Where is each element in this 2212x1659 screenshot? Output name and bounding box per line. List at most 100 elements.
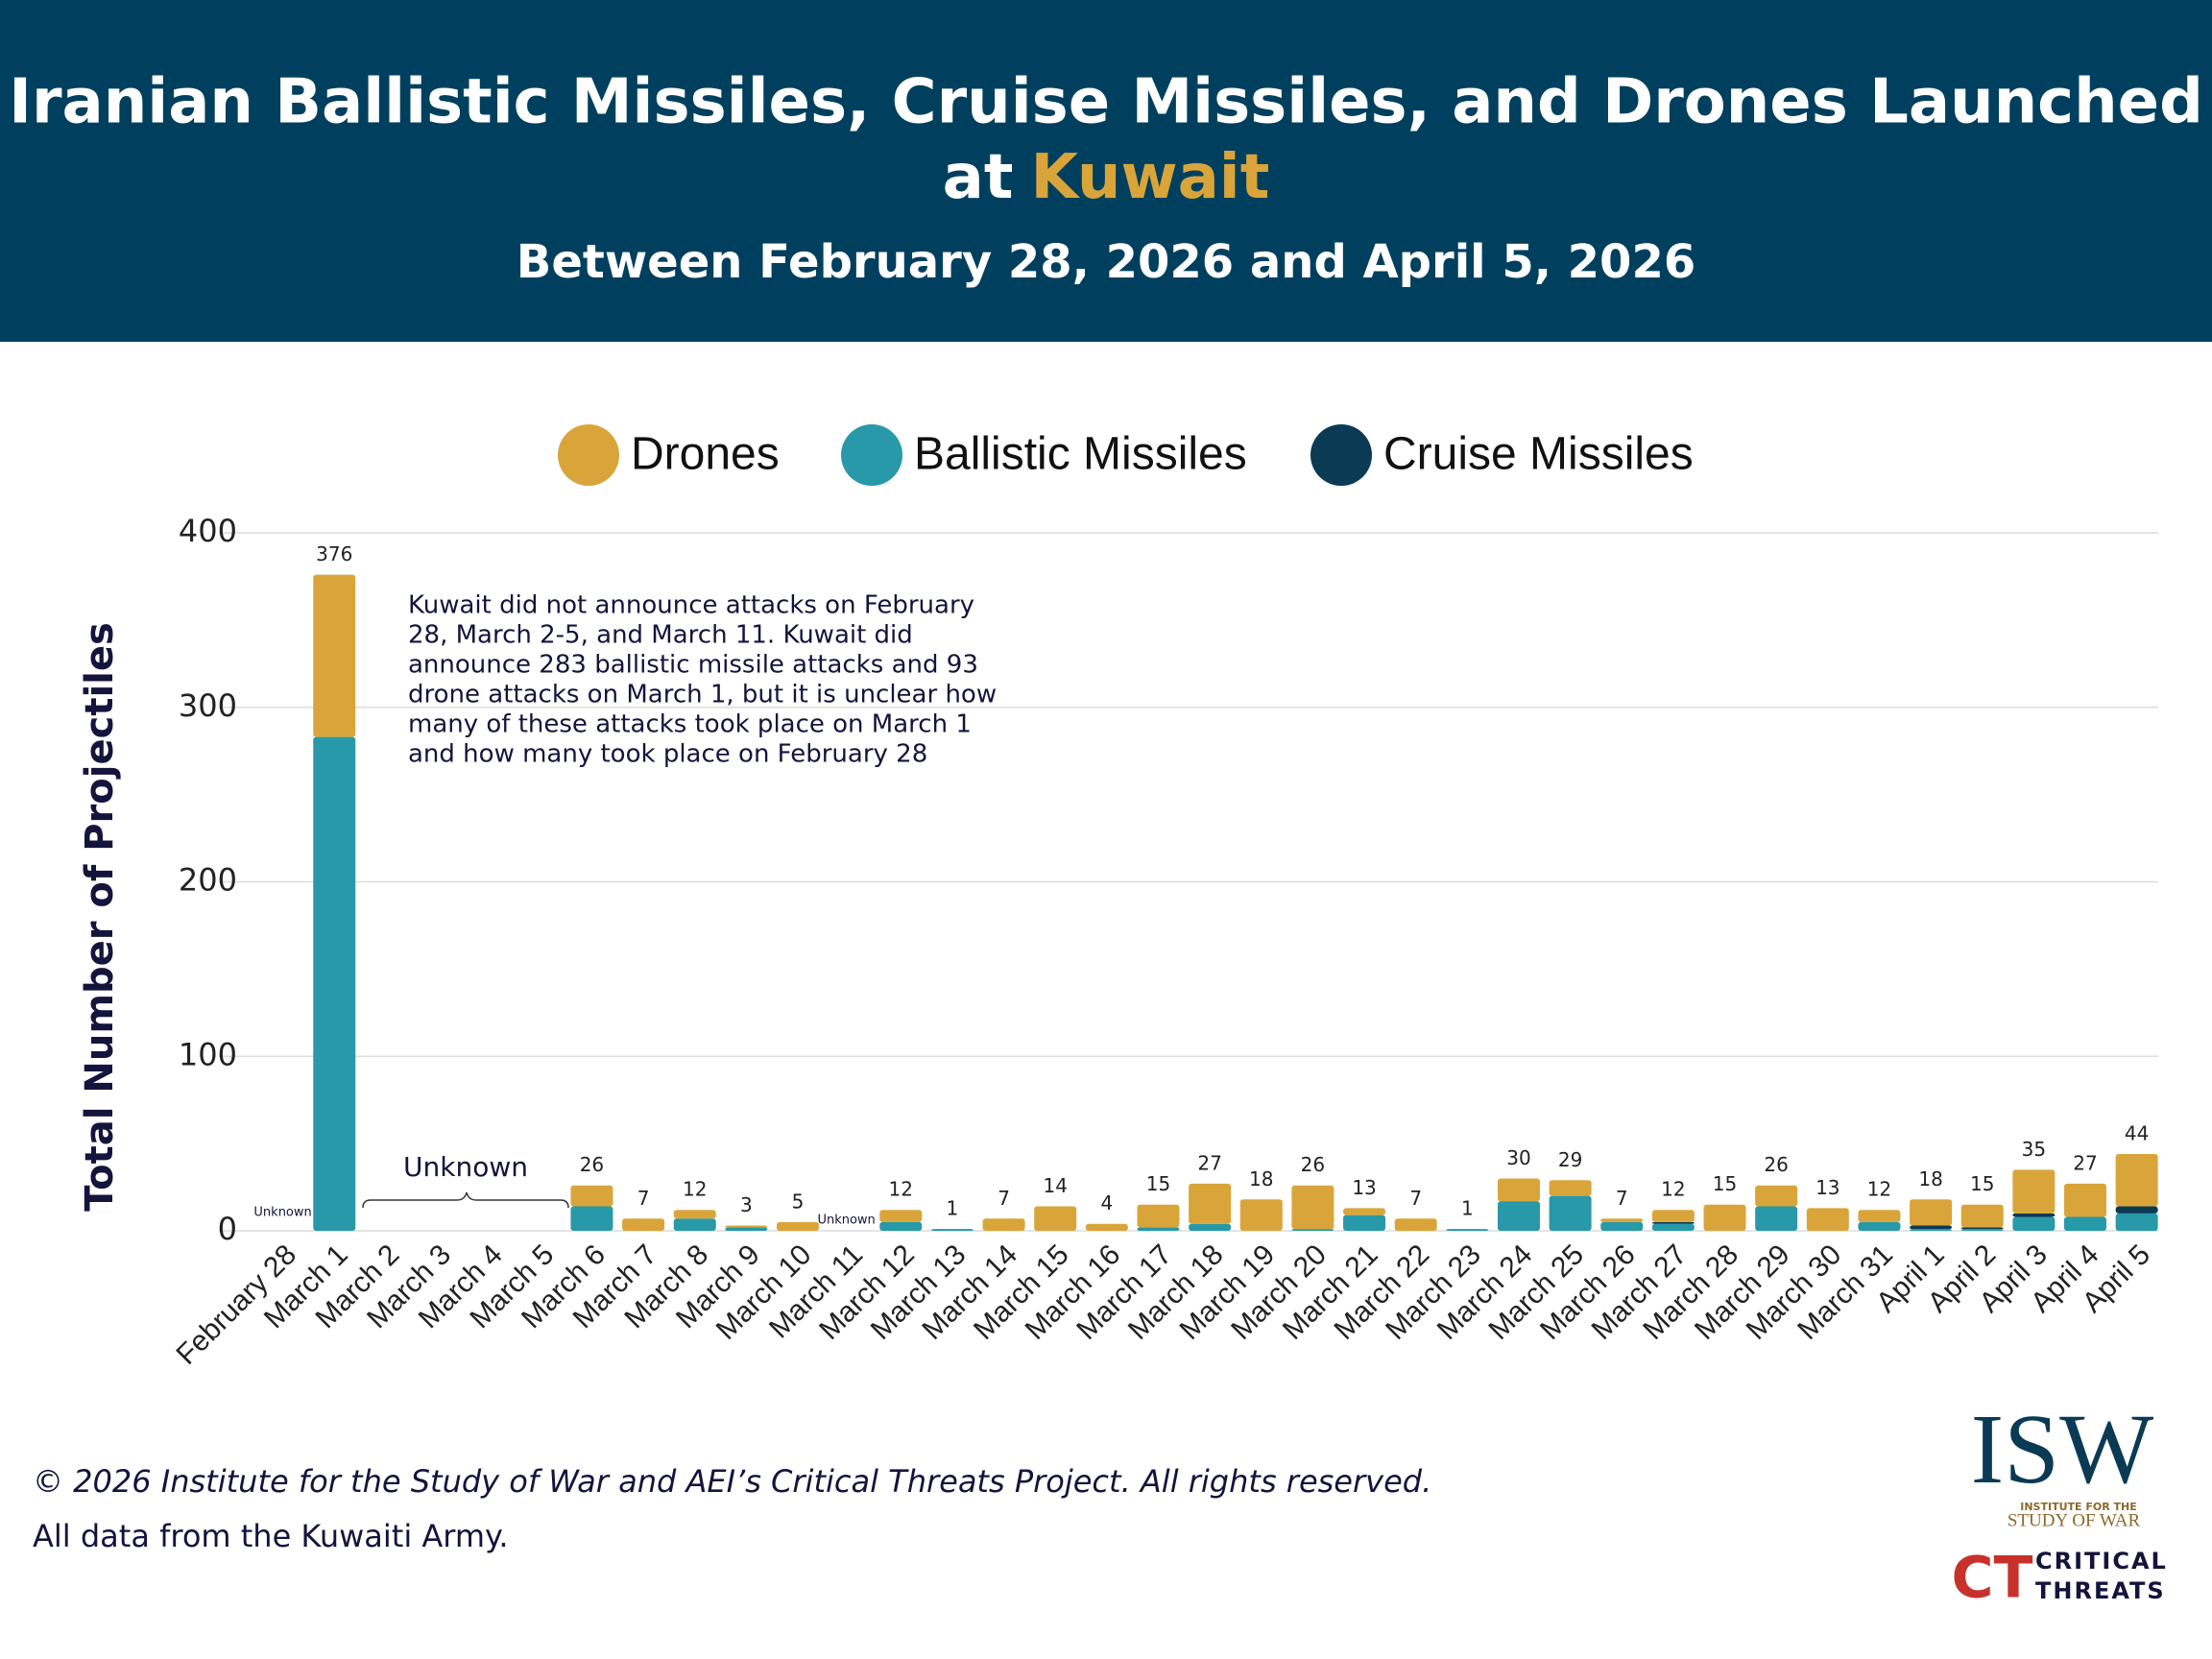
y-tick-label: 300 — [179, 687, 237, 724]
total-label: 7 — [1409, 1187, 1422, 1210]
source-note: All data from the Kuwaiti Army. — [33, 1518, 509, 1554]
bar-segment — [1189, 1183, 1232, 1224]
bar-segment — [725, 1225, 768, 1228]
annotation-note: drone attacks on March 1, but it is uncl… — [408, 681, 997, 709]
total-label: 12 — [889, 1178, 913, 1201]
chart-subtitle: Between February 28, 2026 and April 5, 2… — [517, 235, 1696, 289]
y-tick-label: 400 — [179, 513, 237, 549]
total-label: 12 — [1867, 1178, 1891, 1201]
total-label: 18 — [1249, 1167, 1273, 1190]
total-label: 15 — [1146, 1172, 1170, 1195]
title-highlight: Kuwait — [1030, 142, 1269, 213]
total-label: 26 — [1301, 1153, 1325, 1176]
ct-logo: CT — [1952, 1545, 2033, 1612]
ct-logo-text: CRITICAL — [2035, 1548, 2168, 1575]
bar-segment — [1651, 1210, 1695, 1222]
bar-segment — [2064, 1216, 2106, 1231]
isw-logo-sub: STUDY OF WAR — [2008, 1510, 2141, 1530]
total-label: 1 — [947, 1197, 959, 1220]
bar-segment — [1549, 1195, 1592, 1231]
bar-segment — [1910, 1229, 1953, 1231]
isw-logo: ISW — [1971, 1394, 2154, 1504]
bar-segment — [673, 1218, 716, 1231]
total-label: 27 — [2073, 1151, 2097, 1174]
bar-segment — [1189, 1223, 1232, 1231]
bar-segment — [1497, 1201, 1540, 1231]
total-label: 12 — [1661, 1178, 1685, 1201]
bar-segment — [1858, 1221, 1901, 1231]
annotation-note: 28, March 2-5, and March 11. Kuwait did — [408, 621, 913, 650]
total-label: 15 — [1970, 1172, 1994, 1195]
bar-segment — [1239, 1199, 1283, 1231]
bar-segment — [725, 1227, 768, 1231]
bar-segment — [1291, 1229, 1334, 1231]
isw-logo-sub: INSTITUTE FOR THE — [2020, 1501, 2137, 1513]
legend-swatch — [558, 424, 619, 486]
bar-segment — [2064, 1183, 2106, 1217]
total-label: 35 — [2022, 1138, 2046, 1161]
legend-label: Cruise Missiles — [1383, 429, 1694, 480]
bar-segment — [2115, 1213, 2158, 1231]
total-label: 7 — [1616, 1187, 1628, 1210]
bar-segment — [1394, 1218, 1437, 1231]
bar-segment — [1600, 1221, 1644, 1231]
bar-segment — [2012, 1169, 2056, 1214]
bar-segment — [1910, 1225, 1953, 1230]
total-label: 26 — [580, 1153, 604, 1176]
bar-segment — [673, 1210, 716, 1219]
title-prefix: at — [943, 142, 1014, 213]
total-label: 376 — [316, 542, 352, 565]
bar-segment — [2012, 1213, 2056, 1217]
annotation-note: many of these attacks took place on Marc… — [408, 710, 972, 739]
legend-label: Ballistic Missiles — [914, 429, 1247, 480]
bar-segment — [930, 1229, 974, 1231]
total-label: 27 — [1197, 1151, 1221, 1174]
total-label: 29 — [1558, 1148, 1582, 1171]
bar-segment — [1960, 1229, 2004, 1231]
bar-segment — [1034, 1206, 1077, 1231]
total-label: 12 — [683, 1178, 707, 1201]
bar-segment — [1137, 1227, 1180, 1231]
bar-segment — [1446, 1229, 1489, 1231]
bar-segment — [2115, 1206, 2158, 1214]
chart-title-line2: at Kuwait — [943, 142, 1270, 213]
legend-label: Drones — [631, 429, 780, 480]
bar-segment — [1291, 1185, 1334, 1230]
header-band — [0, 0, 2212, 342]
total-label: 18 — [1918, 1167, 1942, 1190]
bar-segment — [1806, 1208, 1849, 1231]
bar-segment — [1755, 1185, 1798, 1207]
total-label: 44 — [2125, 1122, 2149, 1145]
bar-segment — [2012, 1216, 2056, 1231]
bar-segment — [1910, 1199, 1953, 1226]
total-label: 5 — [792, 1190, 805, 1213]
bar-segment — [1497, 1178, 1540, 1202]
total-label: 3 — [740, 1193, 753, 1216]
bar-segment — [982, 1218, 1025, 1231]
total-label: 1 — [1461, 1197, 1474, 1220]
bar-segment — [313, 736, 356, 1231]
annotation-note: announce 283 ballistic missile attacks a… — [408, 651, 978, 680]
bar-segment — [1343, 1214, 1386, 1231]
unknown-label: Unknown — [817, 1214, 875, 1228]
bar-segment — [1858, 1210, 1901, 1222]
y-tick-label: 100 — [179, 1036, 237, 1072]
bar-segment — [313, 574, 356, 737]
chart-title: Iranian Ballistic Missiles, Cruise Missi… — [9, 67, 2203, 138]
total-label: 13 — [1815, 1176, 1839, 1199]
unknown-label: Unknown — [253, 1206, 311, 1220]
y-tick-label: 0 — [218, 1211, 237, 1247]
bar-segment — [1343, 1208, 1386, 1215]
bar-segment — [1703, 1204, 1746, 1231]
ct-logo-text: THREATS — [2035, 1577, 2166, 1604]
total-label: 30 — [1506, 1146, 1530, 1169]
total-label: 15 — [1713, 1172, 1737, 1195]
unknown-range-label: Unknown — [403, 1151, 528, 1183]
annotation-note: Kuwait did not announce attacks on Febru… — [408, 591, 974, 620]
bar-segment — [1651, 1223, 1695, 1231]
bar-segment — [622, 1218, 665, 1231]
bar-segment — [1137, 1204, 1180, 1228]
total-label: 7 — [637, 1187, 650, 1210]
bar-segment — [1960, 1227, 2004, 1230]
total-label: 4 — [1100, 1191, 1113, 1214]
